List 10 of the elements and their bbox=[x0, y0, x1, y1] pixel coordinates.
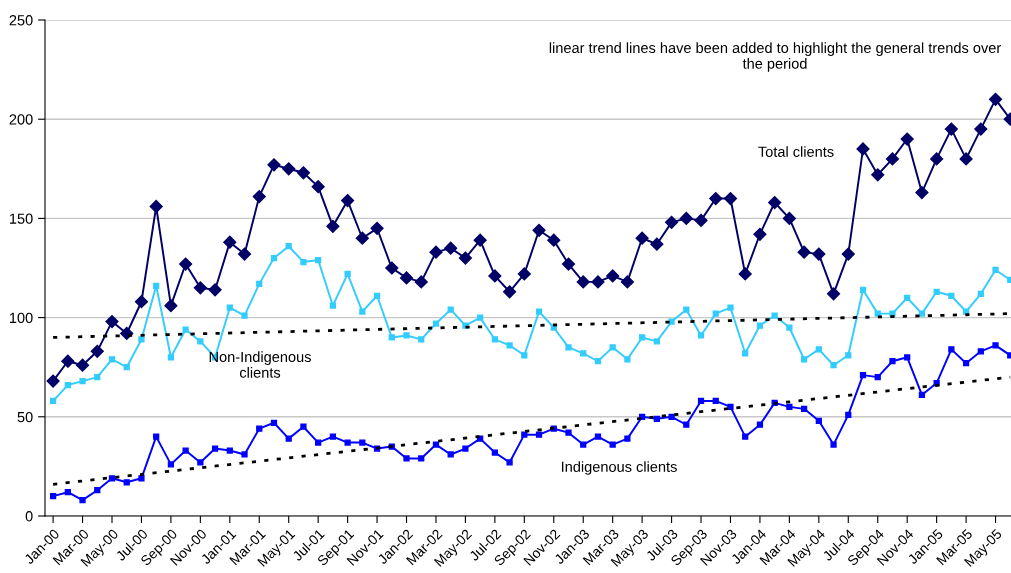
y-tick-label: 0 bbox=[25, 511, 33, 522]
series-label: Total clients bbox=[758, 146, 834, 157]
series-label: Indigenous clients bbox=[561, 461, 677, 475]
series-label: Non-Indigenous clients bbox=[209, 351, 311, 378]
annotation: linear trend lines have been added to highlight the general trends over the period bbox=[549, 42, 1001, 72]
y-tick-label: 250 bbox=[9, 15, 33, 26]
y-tick-label: 200 bbox=[9, 114, 33, 125]
y-tick-label: 50 bbox=[17, 411, 33, 423]
y-tick-label: 100 bbox=[9, 312, 33, 324]
y-tick-label: 150 bbox=[9, 213, 33, 224]
